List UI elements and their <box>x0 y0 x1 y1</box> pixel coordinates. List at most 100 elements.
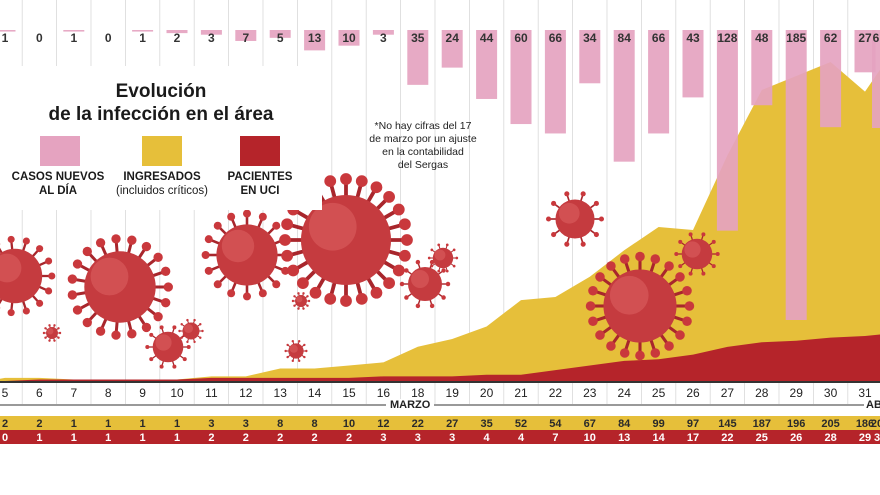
new-cases-bar <box>613 30 635 162</box>
virus-illustration <box>67 234 173 340</box>
x-tick-label: 20 <box>480 386 494 400</box>
virus-spike-tip <box>42 331 46 335</box>
icu-value: 2 <box>277 432 283 444</box>
new-cases-bar <box>63 30 85 32</box>
x-tick-label: 13 <box>274 386 288 400</box>
virus-spike-tip <box>291 359 295 363</box>
new-cases-value-label: 10 <box>342 31 356 45</box>
hospitalized-value: 8 <box>312 418 318 430</box>
virus-spike-tip <box>305 349 308 353</box>
icu-value: 26 <box>790 432 802 444</box>
new-cases-value-label: 0 <box>105 31 112 45</box>
hospitalized-value: 52 <box>515 418 527 430</box>
icu-value: 28 <box>824 432 836 444</box>
icu-value: 1 <box>71 432 77 444</box>
new-cases-bar <box>751 30 773 106</box>
icu-value: 22 <box>721 432 733 444</box>
new-cases-bar <box>441 30 463 68</box>
virus-spike-tip <box>186 345 191 349</box>
virus-spike-tip <box>606 261 616 271</box>
icu-value: 1 <box>174 432 180 444</box>
virus-spike-tip <box>127 329 137 339</box>
new-cases-bar <box>304 30 326 51</box>
chart-title: Evolución de la infección en el área <box>0 80 322 126</box>
virus-spike-tip <box>452 264 456 268</box>
virus-spike-tip <box>204 235 213 244</box>
virus-spike-tip <box>684 301 695 311</box>
hospitalized-value: 1 <box>174 418 180 430</box>
virus-spike-tip <box>392 203 405 216</box>
new-cases-bar <box>235 30 257 41</box>
icu-value: 17 <box>687 432 699 444</box>
icu-value: 13 <box>618 432 630 444</box>
virus-spike-tip <box>545 216 552 222</box>
virus-spike-tip <box>682 316 692 327</box>
virus-spike-tip <box>272 280 281 289</box>
virus-spike-tip <box>258 212 267 221</box>
virus-illustration <box>145 325 191 369</box>
virus-spike-tip <box>95 326 106 336</box>
virus-spike-tip <box>675 330 685 340</box>
virus-spike <box>0 297 4 305</box>
icu-value: 2 <box>312 432 318 444</box>
virus-spike-tip <box>430 264 434 268</box>
icu-value: 4 <box>484 432 491 444</box>
icu-value: 3 <box>380 432 386 444</box>
x-tick-label: 27 <box>721 386 735 400</box>
virus-spike-tip <box>404 295 409 300</box>
virus-spike-tip <box>398 249 411 262</box>
virus-spike-tip <box>340 295 352 307</box>
virus-spike-tip <box>588 285 598 296</box>
virus-spike-tip <box>45 287 53 295</box>
virus-spike-tip <box>172 325 177 330</box>
note-line-1: *No hay cifras del 17 <box>374 120 472 132</box>
virus-spike-tip <box>72 305 83 315</box>
virus-spike-tip <box>82 246 92 257</box>
virus-spike-tip <box>141 241 152 252</box>
virus-spike-tip <box>243 292 251 301</box>
virus-spike-tip <box>7 235 15 243</box>
new-cases-value-label: 34 <box>583 31 597 45</box>
virus-spike-tip <box>302 307 305 310</box>
new-cases-value-label: 35 <box>411 31 425 45</box>
virus-spike-tip <box>243 209 251 218</box>
virus-spike-tip <box>404 268 409 273</box>
virus-spike-tip <box>595 330 605 340</box>
virus-spike-tip <box>445 281 451 287</box>
virus-spike-tip <box>711 264 716 269</box>
virus-spike-tip <box>213 221 222 230</box>
virus-spike-tip <box>284 349 287 353</box>
hospitalized-value: 145 <box>718 418 736 430</box>
new-cases-bar <box>854 30 876 73</box>
new-cases-bar <box>166 30 188 34</box>
icu-value: 14 <box>652 432 665 444</box>
hospitalized-value: 54 <box>549 418 562 430</box>
new-cases-label-2: AL DÍA <box>38 185 78 197</box>
hospitalized-value: 3 <box>208 418 214 430</box>
virus-spike-tip <box>111 330 121 340</box>
virus-spike-tip <box>204 266 213 275</box>
hospitalized-value: 1 <box>140 418 146 430</box>
virus-spike-tip <box>178 329 181 333</box>
virus-highlight <box>90 257 129 296</box>
month-label-april: AB <box>864 399 880 411</box>
virus-spike-tip <box>7 309 15 317</box>
new-cases-value-label: 44 <box>480 31 494 45</box>
new-cases-bar <box>716 30 738 231</box>
virus-spike-tip <box>598 216 605 222</box>
x-tick-label: 21 <box>514 386 528 400</box>
virus-spike-tip <box>279 234 291 246</box>
icu-value: 3 <box>449 432 455 444</box>
virus-spike-tip <box>67 274 78 284</box>
x-tick-label: 28 <box>755 386 769 400</box>
new-cases-value-label: 3 <box>208 31 215 45</box>
new-cases-value-label: 185 <box>786 31 806 45</box>
virus-spike-tip <box>551 200 557 207</box>
data-note: *No hay cifras del 17 de marzo por un aj… <box>364 120 482 172</box>
hospitalized-value: 205 <box>821 418 839 430</box>
virus-highlight <box>155 334 172 351</box>
virus-spike-tip <box>159 325 164 330</box>
virus-spike-tip <box>650 348 661 358</box>
virus-spike-tip <box>551 231 557 238</box>
virus-spike-tip <box>309 286 322 299</box>
